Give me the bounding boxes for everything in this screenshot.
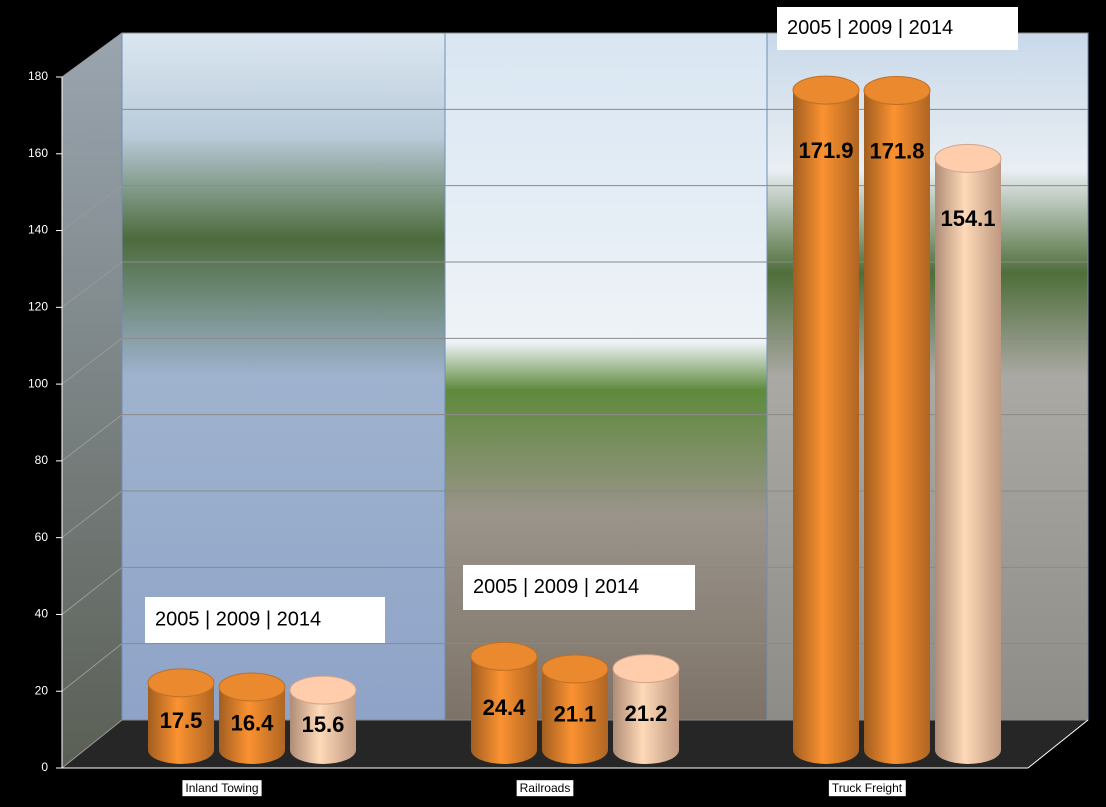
data-label: 171.8	[869, 138, 924, 163]
bar	[148, 682, 214, 764]
y-tick-label: 40	[35, 607, 49, 621]
x-tick-label: Railroads	[520, 781, 571, 795]
bar	[864, 90, 930, 765]
grid-line	[61, 337, 123, 385]
bar-top	[289, 675, 357, 705]
bar	[471, 656, 537, 764]
bar	[613, 668, 679, 764]
y-tick-label: 100	[28, 376, 48, 390]
x-tick-label: Truck Freight	[832, 781, 903, 795]
grid-line	[61, 185, 123, 231]
annotation-box	[463, 565, 695, 610]
annotation: 2005 | 2009 | 2014	[473, 576, 639, 598]
x-label-bg	[182, 780, 262, 797]
y-tick-label: 120	[28, 300, 48, 314]
annotation-box	[145, 597, 385, 643]
x-tick-label: Inland Towing	[185, 781, 258, 795]
data-label: 21.1	[554, 701, 597, 726]
grid-line	[61, 719, 123, 769]
data-label: 17.5	[160, 708, 203, 733]
data-label: 21.2	[625, 701, 668, 726]
grid-line	[61, 108, 123, 155]
bar	[793, 90, 859, 765]
y-tick-label: 160	[28, 146, 48, 160]
data-label: 16.4	[231, 710, 275, 735]
data-label: 15.6	[302, 712, 345, 737]
grid-line	[61, 643, 123, 692]
grid-line	[61, 566, 123, 615]
bar	[542, 668, 608, 764]
y-tick-label: 80	[35, 453, 49, 467]
bar	[219, 687, 285, 764]
data-label: 24.4	[483, 695, 527, 720]
bar-top	[612, 654, 680, 684]
y-tick-label: 0	[41, 760, 48, 774]
grid-line	[61, 261, 123, 308]
bar-top	[470, 641, 538, 671]
annotation: 2005 | 2009 | 2014	[155, 608, 321, 630]
grid-line	[61, 32, 123, 78]
panel-image	[444, 32, 768, 721]
annotation-box	[777, 7, 1018, 50]
data-label: 154.1	[940, 206, 995, 231]
y-tick-label: 140	[28, 223, 48, 237]
x-label-bg	[516, 780, 574, 797]
floor-edge	[1027, 719, 1089, 769]
bar-top	[934, 143, 1002, 173]
side-wall	[62, 33, 122, 768]
bar-top	[218, 672, 286, 702]
bar-top	[147, 668, 215, 698]
y-tick-label: 20	[35, 683, 49, 697]
grid-line	[61, 414, 123, 462]
data-label: 171.9	[798, 138, 853, 163]
bar-top	[541, 654, 609, 684]
annotation: 2005 | 2009 | 2014	[787, 17, 953, 39]
x-label-bg	[828, 780, 906, 797]
y-tick-label: 60	[35, 530, 49, 544]
bar-top	[792, 75, 860, 105]
y-tick-label: 180	[28, 69, 48, 83]
bar-top	[863, 75, 931, 105]
bar	[290, 690, 356, 764]
bar	[935, 158, 1001, 764]
grid-line	[61, 490, 123, 539]
